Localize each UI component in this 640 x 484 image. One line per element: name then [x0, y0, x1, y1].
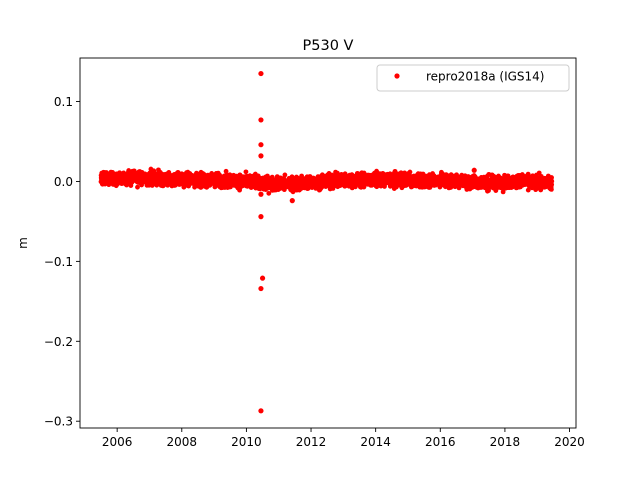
data-point-outlier: [258, 408, 264, 414]
data-point: [549, 178, 555, 184]
y-tick-label: 0.0: [54, 175, 73, 189]
data-point-outlier: [258, 70, 264, 77]
chart-title: P530 V: [303, 38, 354, 54]
data-point-outlier: [258, 214, 264, 220]
data-point: [266, 190, 272, 196]
x-tick-label: 2016: [425, 435, 456, 449]
data-point-outlier: [259, 275, 266, 281]
x-tick-label: 2008: [167, 435, 198, 449]
data-point-outlier: [258, 142, 264, 148]
data-point: [135, 184, 140, 190]
data-points: [98, 70, 555, 414]
data-point-outlier: [258, 191, 264, 197]
y-tick-label: −0.1: [44, 255, 73, 269]
legend-marker: [394, 73, 400, 79]
y-axis-label: m: [16, 237, 30, 249]
legend: repro2018a (IGS14): [376, 64, 570, 92]
x-tick-label: 2018: [490, 435, 521, 449]
data-point: [549, 187, 554, 192]
data-point-outlier: [258, 117, 264, 123]
data-point-outlier: [258, 285, 264, 292]
x-tick-label: 2012: [296, 435, 327, 449]
x-tick-label: 2010: [231, 435, 262, 449]
data-point: [407, 169, 413, 175]
data-point: [282, 172, 288, 178]
x-tick-label: 2020: [554, 435, 585, 449]
y-tick-label: −0.3: [44, 415, 73, 429]
y-tick-label: 0.1: [54, 95, 73, 109]
data-point-outlier: [471, 167, 477, 173]
data-point: [243, 169, 249, 175]
legend-label: repro2018a (IGS14): [426, 70, 544, 84]
data-point-outlier: [289, 198, 295, 204]
data-point: [223, 168, 229, 174]
x-tick-label: 2006: [102, 435, 133, 449]
data-point-outlier: [258, 153, 264, 159]
x-tick-label: 2014: [360, 435, 391, 449]
y-tick-label: −0.2: [44, 335, 73, 349]
